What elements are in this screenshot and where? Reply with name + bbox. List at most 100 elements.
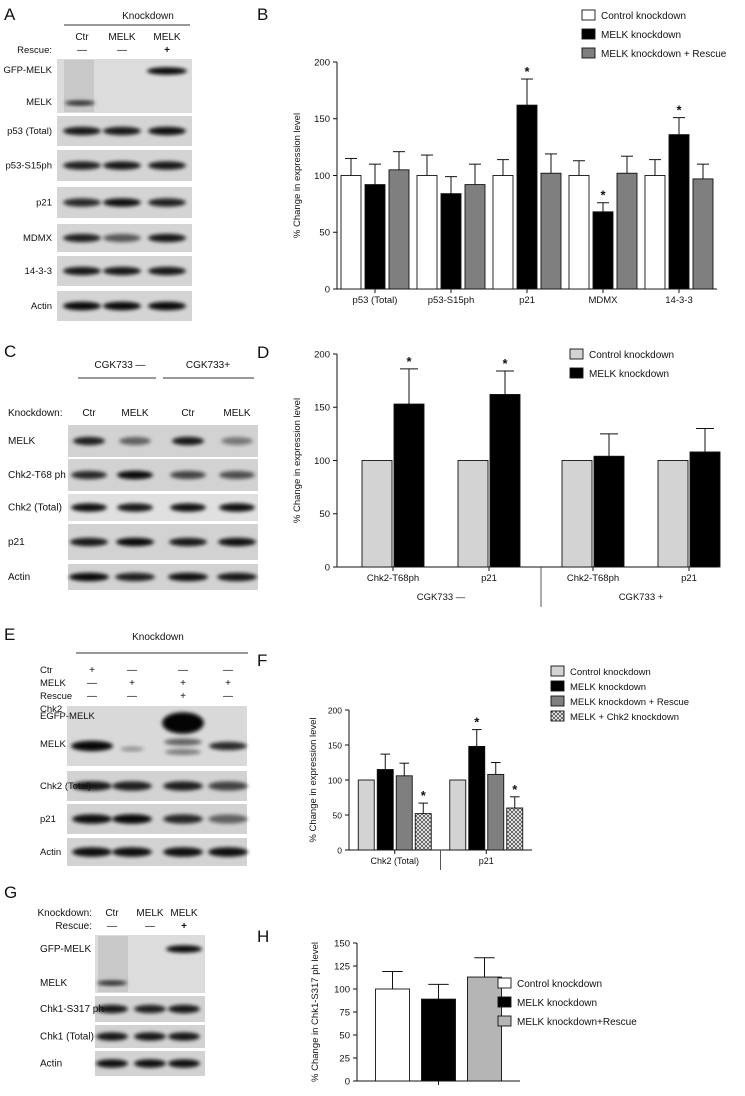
panel-h-legend-swatch bbox=[497, 1015, 512, 1027]
panel-d-category-label: p21 bbox=[681, 573, 697, 584]
panel-a-lane-label: MELK bbox=[153, 32, 181, 43]
panel-b-category-label: p53 (Total) bbox=[353, 295, 398, 306]
panel-a-band-core bbox=[104, 267, 140, 275]
panel-c-band bbox=[70, 470, 108, 480]
panel-a-band bbox=[102, 266, 142, 276]
panel-b-legend-label: Control knockdown bbox=[601, 11, 686, 22]
panel-d-letter: D bbox=[257, 343, 269, 362]
panel-e-blot-label: Chk2 (Total) bbox=[40, 781, 91, 792]
panel-h-legend-swatch bbox=[497, 977, 512, 989]
panel-a-band bbox=[62, 160, 102, 171]
panel-e-band bbox=[162, 813, 204, 825]
panel-e-band bbox=[111, 813, 153, 825]
panel-a-letter: A bbox=[4, 5, 16, 24]
panel-d-category-label: Chk2-T68ph bbox=[367, 573, 419, 584]
panel-c-band-core bbox=[170, 538, 206, 546]
panel-b-y-tick-label: 50 bbox=[319, 228, 330, 239]
panel-a-band bbox=[147, 301, 187, 311]
panel-a-blot-label: Actin bbox=[31, 301, 52, 312]
panel-c-band bbox=[171, 436, 205, 446]
panel-b-bar bbox=[644, 175, 666, 290]
panel-a-strip bbox=[57, 224, 192, 252]
panel-a-band bbox=[64, 99, 96, 107]
panel-h-bar bbox=[375, 988, 410, 1082]
panel-a-strip bbox=[57, 150, 192, 181]
panel-a-band-core bbox=[149, 302, 185, 310]
panel-g-strip bbox=[95, 996, 205, 1022]
panel-f-significance-mark: * bbox=[512, 782, 518, 797]
panel-e-band-core bbox=[210, 742, 246, 750]
panel-e-band bbox=[71, 780, 113, 792]
panel-c-band bbox=[218, 502, 256, 513]
panel-h-y-axis-label: % Change in Chk1-S317 ph level bbox=[310, 942, 321, 1082]
panel-e-condition-label: MELK bbox=[40, 678, 67, 689]
panel-g-band-core bbox=[169, 1033, 199, 1040]
panel-a-band bbox=[146, 66, 188, 76]
panel-e-band bbox=[71, 813, 113, 825]
panel-e-band-core bbox=[73, 782, 111, 790]
panel-b-bar bbox=[616, 172, 638, 290]
panel-a-band-core bbox=[148, 68, 186, 74]
panel-c-blot-label: Chk2-T68 ph bbox=[8, 470, 66, 481]
panel-d: D 0 50 100 150 200 % Change in expression leve… bbox=[257, 343, 721, 607]
panel-h-y-tick-label: 100 bbox=[334, 984, 350, 995]
panel-e-condition-mark: + bbox=[129, 678, 135, 689]
panel-c-band bbox=[169, 470, 207, 480]
panel-a-band-core bbox=[149, 234, 185, 242]
panel-a-band-core bbox=[149, 127, 185, 135]
panel-b-bar bbox=[364, 184, 386, 290]
panel-h-y-tick-label: 125 bbox=[334, 961, 350, 972]
panel-e-condition-mark: + bbox=[180, 678, 186, 689]
panel-a-band-core bbox=[104, 199, 140, 206]
panel-e-condition-mark: + bbox=[225, 678, 231, 689]
panel-h-legend-label: MELK knockdown bbox=[517, 998, 597, 1009]
panel-c-band-core bbox=[117, 538, 153, 546]
panel-e-strip bbox=[67, 771, 249, 801]
panel-e-header: Knockdown bbox=[132, 632, 184, 643]
panel-a-band bbox=[147, 160, 187, 171]
panel-g-strip-gfp-melk bbox=[95, 935, 205, 993]
panel-a-band bbox=[147, 266, 187, 276]
panel-d-y-tick-label: 150 bbox=[314, 403, 330, 414]
panel-c-band-core bbox=[72, 504, 106, 511]
panel-f-bar bbox=[395, 775, 413, 851]
panel-a-band-core bbox=[149, 162, 185, 169]
panel-a: A Knockdown Ctr — MELK — MELK + Rescue: GFP-MELK M… bbox=[3, 5, 192, 321]
panel-g-band-core bbox=[135, 1005, 165, 1013]
panel-a-band-core bbox=[64, 127, 100, 135]
panel-g: G Knockdown: Rescue: Ctr — MELK — MELK + GFP-MELK… bbox=[4, 883, 205, 1076]
panel-g-band bbox=[133, 1031, 167, 1042]
panel-a-band bbox=[62, 233, 102, 243]
panel-f-bar bbox=[506, 807, 524, 851]
panel-a-rescue-mark: + bbox=[164, 45, 170, 56]
panel-b-bar bbox=[540, 172, 562, 290]
panel-g-band bbox=[167, 1058, 201, 1069]
panel-e-condition-label: Ctr bbox=[40, 665, 53, 676]
panel-d-y-tick-label: 100 bbox=[314, 456, 330, 467]
panel-c-band-core bbox=[71, 538, 107, 546]
panel-c-band bbox=[118, 436, 152, 446]
panel-g-band-core bbox=[135, 1033, 165, 1040]
panel-e-band bbox=[71, 846, 113, 858]
panel-e-band bbox=[207, 813, 249, 825]
panel-e-band-core bbox=[209, 815, 247, 823]
panel-h-bar bbox=[467, 976, 502, 1082]
panel-c-band-core bbox=[118, 471, 152, 479]
panel-f-bar bbox=[376, 769, 394, 851]
panel-g-rescue-mark: — bbox=[145, 921, 155, 932]
panel-a-band bbox=[62, 266, 102, 276]
panel-g-band-core bbox=[98, 981, 126, 985]
panel-e-band-core bbox=[209, 848, 247, 856]
panel-b-significance-mark: * bbox=[524, 64, 530, 79]
panel-e-band bbox=[164, 748, 202, 756]
panel-b-bar bbox=[516, 104, 538, 290]
panel-d-legend-swatch bbox=[569, 348, 584, 360]
panel-c-band-core bbox=[171, 504, 205, 511]
panel-f-legend-label: Control knockdown bbox=[570, 667, 651, 678]
panel-g-strip bbox=[95, 1025, 205, 1048]
panel-c-lane-label: Ctr bbox=[181, 408, 195, 419]
panel-g-band bbox=[96, 979, 128, 987]
panel-e-band bbox=[111, 780, 153, 792]
panel-e-band-core bbox=[164, 782, 202, 790]
